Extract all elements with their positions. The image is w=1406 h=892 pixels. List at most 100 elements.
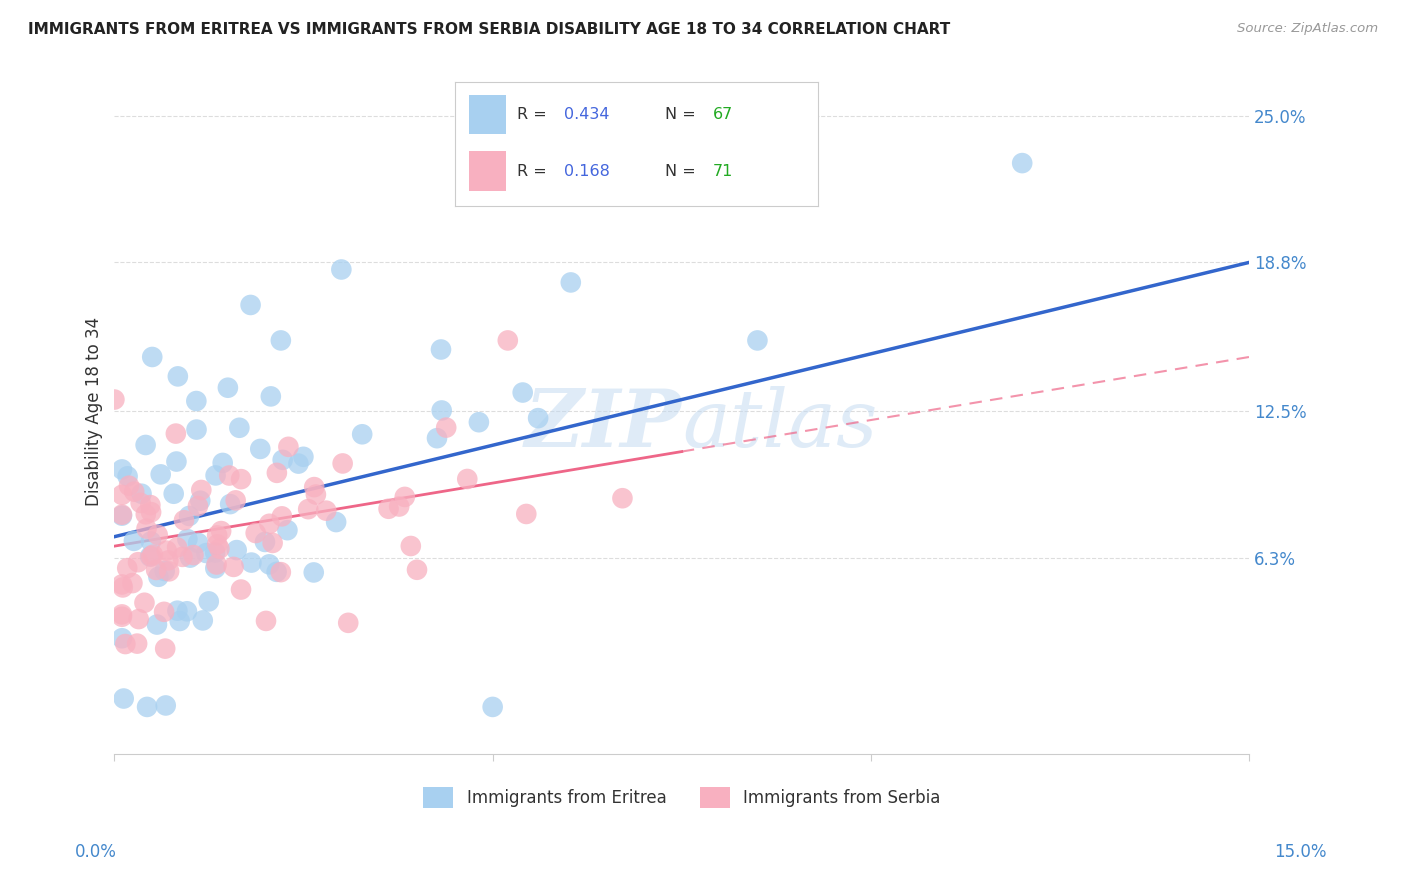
- Point: [302, 480, 325, 494]
- Point: [430, 343, 453, 357]
- Point: [190, 483, 212, 497]
- Point: [165, 426, 187, 441]
- Point: [112, 691, 135, 706]
- Point: [166, 369, 188, 384]
- Point: [183, 548, 205, 562]
- Point: [240, 556, 263, 570]
- Point: [747, 334, 769, 348]
- Point: [209, 524, 232, 538]
- Point: [352, 427, 374, 442]
- Point: [111, 508, 134, 523]
- Point: [186, 423, 208, 437]
- Point: [111, 577, 134, 591]
- Point: [188, 493, 211, 508]
- Point: [315, 504, 337, 518]
- Point: [141, 549, 163, 564]
- Point: [139, 534, 162, 549]
- Point: [468, 415, 491, 429]
- Point: [111, 488, 134, 502]
- Point: [176, 532, 198, 546]
- Point: [111, 609, 134, 624]
- Point: [262, 536, 284, 550]
- Point: [204, 545, 226, 559]
- Point: [208, 541, 231, 556]
- Point: [197, 594, 219, 608]
- Point: [218, 468, 240, 483]
- Point: [122, 533, 145, 548]
- Point: [145, 563, 167, 577]
- Point: [172, 549, 194, 564]
- Point: [153, 605, 176, 619]
- Point: [135, 508, 157, 522]
- Point: [157, 553, 180, 567]
- Point: [229, 472, 252, 486]
- Point: [157, 565, 180, 579]
- Point: [228, 421, 250, 435]
- Point: [388, 500, 411, 514]
- Point: [1011, 156, 1033, 170]
- Point: [406, 563, 429, 577]
- Point: [134, 596, 156, 610]
- Point: [187, 536, 209, 550]
- Point: [219, 497, 242, 511]
- Point: [204, 561, 226, 575]
- Point: [187, 499, 209, 513]
- Point: [430, 403, 453, 417]
- Point: [297, 502, 319, 516]
- Point: [129, 496, 152, 510]
- Point: [245, 526, 267, 541]
- Point: [139, 549, 162, 564]
- Point: [277, 440, 299, 454]
- Point: [612, 491, 634, 506]
- Point: [166, 541, 188, 555]
- Point: [330, 262, 353, 277]
- Point: [111, 462, 134, 476]
- Point: [332, 457, 354, 471]
- Text: 15.0%: 15.0%: [1274, 843, 1327, 861]
- Point: [146, 528, 169, 542]
- Text: ZIP: ZIP: [524, 386, 682, 464]
- Point: [179, 508, 201, 523]
- Point: [260, 389, 283, 403]
- Point: [515, 507, 537, 521]
- Point: [153, 564, 176, 578]
- Point: [302, 566, 325, 580]
- Point: [527, 411, 550, 425]
- Point: [121, 576, 143, 591]
- Point: [205, 528, 228, 542]
- Point: [118, 479, 141, 493]
- Point: [111, 581, 134, 595]
- Point: [176, 604, 198, 618]
- Point: [249, 442, 271, 456]
- Point: [560, 276, 582, 290]
- Point: [225, 543, 247, 558]
- Point: [253, 535, 276, 549]
- Point: [114, 637, 136, 651]
- Point: [394, 490, 416, 504]
- Point: [149, 467, 172, 482]
- Point: [205, 558, 228, 572]
- Text: IMMIGRANTS FROM ERITREA VS IMMIGRANTS FROM SERBIA DISABILITY AGE 18 TO 34 CORREL: IMMIGRANTS FROM ERITREA VS IMMIGRANTS FR…: [28, 22, 950, 37]
- Point: [153, 641, 176, 656]
- Point: [259, 516, 281, 531]
- Point: [135, 438, 157, 452]
- Point: [292, 450, 315, 464]
- Point: [204, 468, 226, 483]
- Point: [146, 617, 169, 632]
- Text: atlas: atlas: [682, 386, 877, 464]
- Point: [142, 548, 165, 562]
- Point: [337, 615, 360, 630]
- Point: [222, 560, 245, 574]
- Text: 0.0%: 0.0%: [75, 843, 117, 861]
- Point: [139, 505, 162, 519]
- Point: [270, 509, 292, 524]
- Legend: Immigrants from Eritrea, Immigrants from Serbia: Immigrants from Eritrea, Immigrants from…: [416, 780, 948, 814]
- Point: [139, 498, 162, 512]
- Y-axis label: Disability Age 18 to 34: Disability Age 18 to 34: [86, 317, 103, 506]
- Point: [111, 632, 134, 646]
- Point: [173, 513, 195, 527]
- Point: [377, 501, 399, 516]
- Point: [163, 487, 186, 501]
- Point: [128, 612, 150, 626]
- Point: [399, 539, 422, 553]
